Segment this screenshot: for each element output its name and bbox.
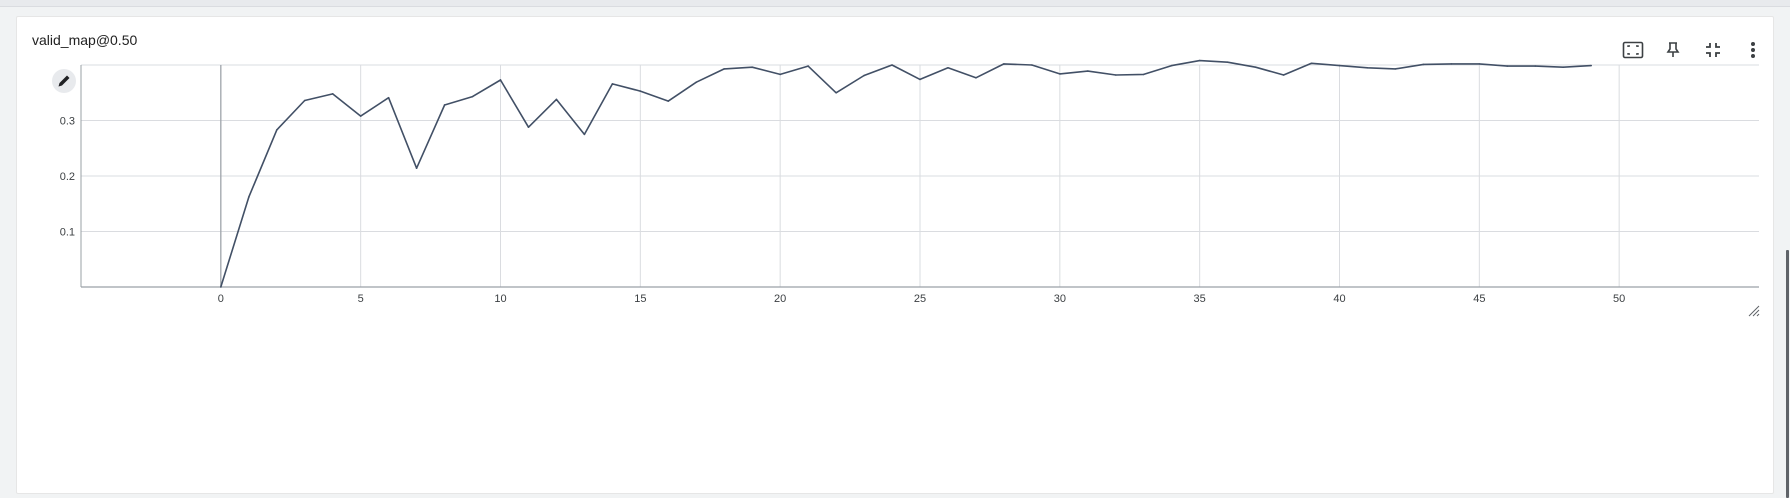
fit-domain-button[interactable] [1613, 37, 1653, 63]
data-point [443, 104, 446, 106]
data-point [1031, 64, 1033, 66]
data-point [359, 115, 362, 117]
data-point [695, 81, 698, 84]
data-point [919, 78, 921, 81]
x-tick-label: 35 [1194, 293, 1206, 305]
data-point [667, 100, 670, 102]
data-point [1534, 65, 1537, 67]
fullscreen-exit-icon [1706, 43, 1720, 57]
x-tick-label: 20 [774, 293, 786, 305]
x-tick-label: 15 [634, 293, 646, 305]
x-tick-label: 5 [358, 293, 364, 305]
data-point [1310, 62, 1313, 65]
data-point [1114, 74, 1117, 76]
data-point [499, 79, 502, 81]
x-tick-label: 0 [218, 293, 224, 305]
data-point [1366, 66, 1369, 69]
x-tick-label: 50 [1613, 293, 1625, 305]
pin-icon [1666, 42, 1680, 57]
data-point [1226, 61, 1229, 64]
data-point [583, 133, 586, 136]
more-vert-icon [1751, 42, 1755, 58]
fit-domain-icon [1622, 41, 1644, 59]
data-point [723, 68, 726, 70]
data-point [1422, 63, 1425, 66]
x-tick-label: 30 [1054, 293, 1066, 305]
data-point [779, 73, 781, 76]
data-point [807, 65, 809, 67]
resize-handle[interactable] [1748, 305, 1760, 317]
card-title: valid_map@0.50 [32, 32, 138, 48]
x-tick-label: 10 [494, 293, 506, 305]
data-point [387, 96, 390, 99]
data-point [1254, 66, 1257, 69]
data-point [1394, 68, 1397, 70]
data-point [220, 286, 222, 288]
data-point [1338, 64, 1341, 67]
data-point [639, 90, 642, 92]
data-point [471, 95, 474, 98]
pencil-icon [58, 75, 70, 87]
series-line [220, 59, 1592, 288]
data-point [611, 83, 614, 85]
top-strip [0, 0, 1790, 7]
y-tick-label: 0.2 [60, 171, 75, 183]
edit-button[interactable] [52, 69, 76, 93]
line-chart: 0 5 10 15 20 25 30 35 40 45 50 0.1 0.2 0.3 [52, 59, 1760, 317]
data-point [415, 167, 418, 170]
data-point [1170, 64, 1173, 67]
data-point [835, 91, 837, 94]
data-point [751, 66, 753, 69]
chart-grid [81, 64, 1759, 287]
data-point [1590, 64, 1592, 67]
data-point [863, 74, 865, 77]
data-point [1450, 63, 1453, 65]
data-point [1478, 63, 1481, 65]
data-point [555, 98, 558, 101]
card-toolbar [1613, 37, 1773, 63]
data-point [975, 76, 977, 79]
chart-tick-labels: 0 5 10 15 20 25 30 35 40 45 50 0.1 0.2 0.3 [60, 116, 1626, 306]
data-point [527, 126, 530, 128]
data-point [947, 66, 949, 69]
data-point [891, 64, 893, 66]
data-point [1059, 73, 1061, 75]
scrollbar-thumb[interactable] [1786, 250, 1789, 498]
data-point [303, 99, 306, 102]
data-point [1198, 59, 1201, 62]
data-point [275, 129, 278, 131]
x-tick-label: 25 [914, 293, 926, 305]
data-point [1562, 66, 1565, 69]
x-tick-label: 40 [1333, 293, 1345, 305]
data-point [1506, 65, 1509, 67]
collapse-button[interactable] [1693, 37, 1733, 63]
y-tick-label: 0.3 [60, 116, 75, 128]
y-tick-label: 0.1 [60, 227, 75, 239]
scalar-card: valid_map@0.50 [16, 16, 1774, 494]
data-point [1003, 63, 1005, 65]
chart-series [220, 59, 1592, 288]
data-point [331, 93, 334, 95]
chart-axes [80, 65, 1759, 288]
x-tick-label: 45 [1473, 293, 1485, 305]
data-point [1282, 74, 1285, 76]
data-point [248, 196, 250, 198]
data-point [1142, 73, 1145, 76]
data-point [1087, 70, 1089, 72]
more-button[interactable] [1733, 37, 1773, 63]
pin-button[interactable] [1653, 37, 1693, 63]
